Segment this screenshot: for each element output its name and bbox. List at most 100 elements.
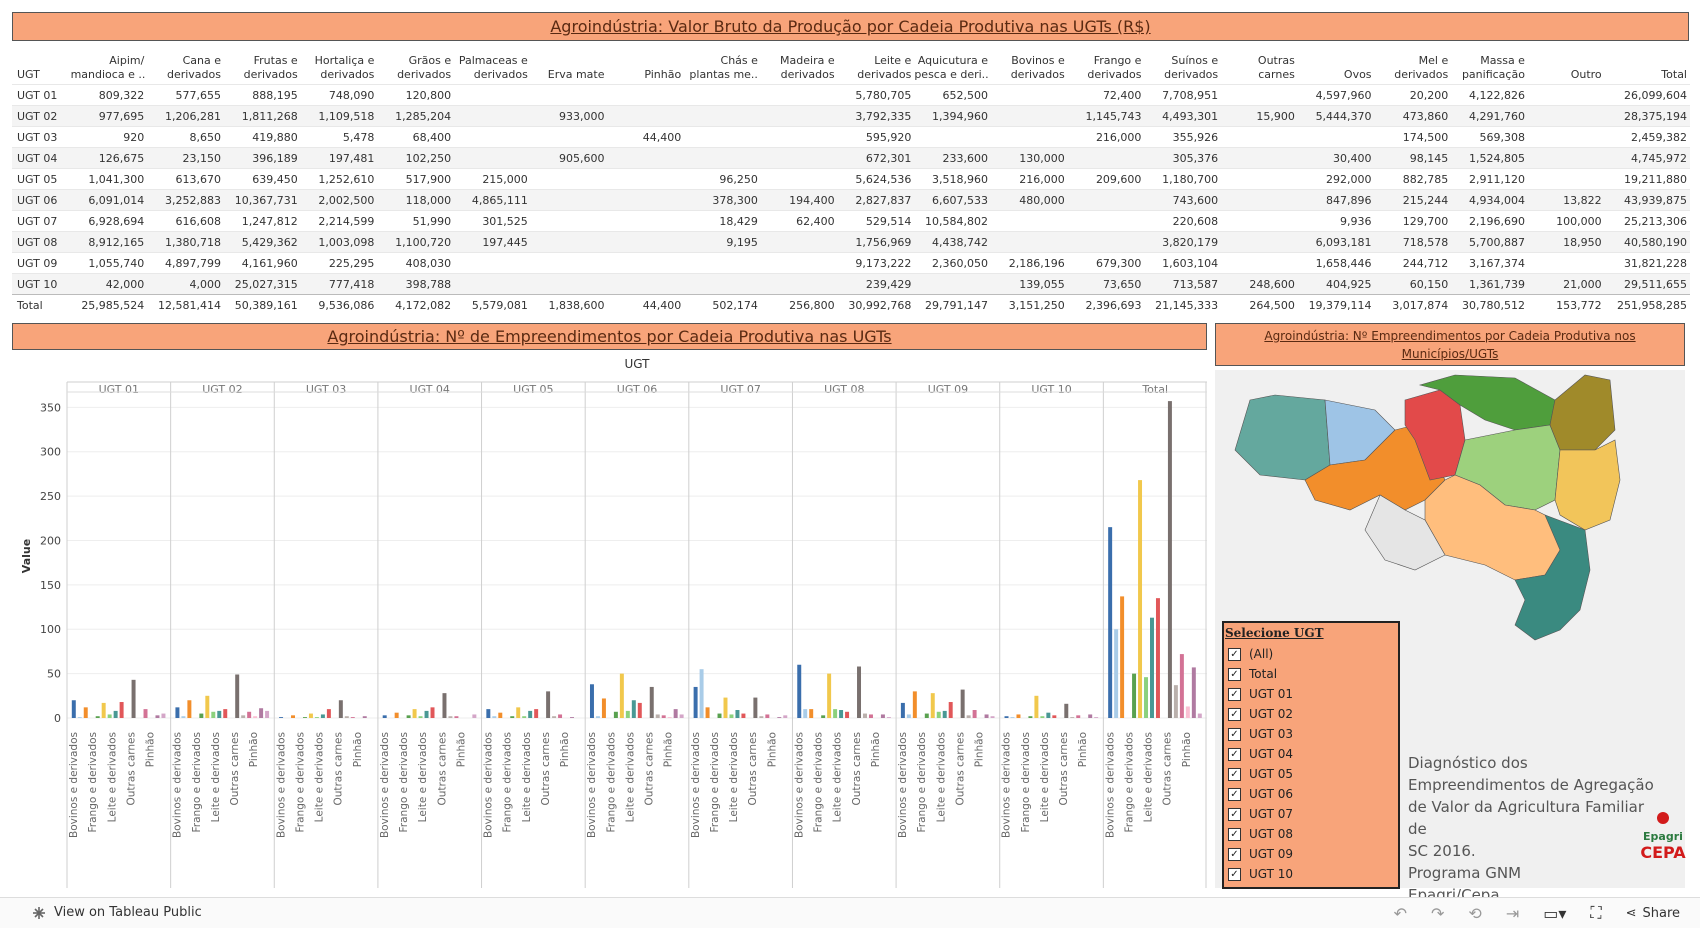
bar	[454, 716, 459, 718]
checkbox-checked-icon[interactable]: ✓	[1228, 767, 1241, 781]
table-cell: 244,712	[1374, 252, 1452, 274]
table-cell: 197,445	[454, 231, 531, 253]
bar	[492, 716, 497, 718]
bar	[558, 714, 563, 718]
bar	[424, 710, 429, 718]
table-cell: 8,650	[147, 126, 224, 148]
table-cell: 21,000	[1527, 273, 1605, 295]
bar	[589, 684, 594, 718]
x-tick-label: Bovinos e derivados	[1104, 732, 1116, 838]
column-header: Hortaliça e derivados	[301, 52, 378, 85]
checkbox-checked-icon[interactable]: ✓	[1228, 687, 1241, 701]
checkbox-checked-icon[interactable]: ✓	[1228, 847, 1241, 861]
table-cell: 4,597,960	[1297, 84, 1375, 106]
map-region-teal[interactable]	[1514, 514, 1591, 641]
bar	[1028, 716, 1033, 718]
table-cell: 4,000	[147, 273, 224, 295]
checkbox-checked-icon[interactable]: ✓	[1228, 667, 1241, 681]
bar	[1120, 596, 1125, 718]
bar	[83, 707, 88, 718]
column-header-line: Frutas e	[253, 54, 298, 67]
map-region-yellow[interactable]	[1554, 439, 1621, 531]
table-cell	[530, 252, 608, 274]
view-on-tableau-link[interactable]: View on Tableau Public	[32, 905, 202, 920]
filter-option[interactable]: ✓ UGT 04	[1224, 744, 1398, 764]
column-header: Cana e derivados	[147, 52, 224, 85]
filter-option[interactable]: ✓ UGT 02	[1224, 704, 1398, 724]
table-cell: 96,250	[684, 168, 761, 190]
bar	[1034, 695, 1039, 718]
bar	[753, 697, 758, 718]
checkbox-checked-icon[interactable]: ✓	[1228, 707, 1241, 721]
table-cell	[530, 231, 608, 253]
table-cell	[454, 84, 531, 106]
filter-option[interactable]: ✓ UGT 06	[1224, 784, 1398, 804]
map-region-olive[interactable]	[1549, 374, 1616, 451]
table-cell: 378,300	[684, 189, 761, 211]
x-tick-label: Pinhão	[663, 732, 675, 767]
y-tick-label: 150	[40, 579, 61, 592]
table-cell	[607, 231, 685, 253]
x-tick-label: Bovinos e derivados	[172, 732, 184, 838]
table-cell: 6,607,533	[914, 189, 992, 211]
x-tick-label: Outras carnes	[851, 732, 863, 806]
table-cell	[1067, 147, 1145, 169]
panel-label: UGT 10	[1031, 383, 1071, 396]
bar	[71, 700, 76, 718]
checkbox-checked-icon[interactable]: ✓	[1228, 807, 1241, 821]
checkbox-checked-icon[interactable]: ✓	[1228, 747, 1241, 761]
checkbox-checked-icon[interactable]: ✓	[1228, 867, 1241, 881]
redo-icon[interactable]: ↷	[1431, 903, 1445, 923]
device-icon[interactable]: ▭▾	[1543, 903, 1567, 923]
filter-option[interactable]: ✓ UGT 03	[1224, 724, 1398, 744]
checkbox-checked-icon[interactable]: ✓	[1228, 827, 1241, 841]
bar	[699, 669, 704, 718]
checkbox-checked-icon[interactable]: ✓	[1228, 647, 1241, 661]
filter-option[interactable]: ✓ UGT 05	[1224, 764, 1398, 784]
share-button[interactable]: ⋖ Share	[1626, 906, 1680, 921]
revert-icon[interactable]: ⟲	[1468, 903, 1482, 923]
x-tick-label: Leite e derivados	[521, 732, 533, 822]
note-line: de Valor da Agricultura Familiar de	[1408, 798, 1645, 838]
bar	[247, 711, 252, 718]
forward-icon[interactable]: ⇥	[1505, 903, 1520, 923]
filter-option[interactable]: ✓ UGT 01	[1224, 684, 1398, 704]
bar	[113, 710, 118, 718]
filter-option-label: UGT 06	[1249, 787, 1294, 801]
filter-option[interactable]: ✓ (All)	[1224, 644, 1398, 664]
bar	[486, 709, 491, 718]
bar	[601, 698, 606, 718]
filter-option[interactable]: ✓ Total	[1224, 664, 1398, 684]
checkbox-checked-icon[interactable]: ✓	[1228, 787, 1241, 801]
x-tick-label: Outras carnes	[540, 732, 552, 806]
ugt-filter[interactable]: Selecione UGT ✓ (All) ✓ Total ✓ UGT 01 ✓ UGT 02…	[1222, 621, 1400, 889]
column-header-line: Palmaceas e	[458, 54, 528, 67]
undo-icon[interactable]: ↶	[1393, 903, 1407, 923]
row-label: UGT 05	[12, 168, 71, 190]
fullscreen-icon[interactable]: ⛶	[1590, 903, 1602, 922]
table-cell: 215,000	[454, 168, 531, 190]
source-note: Diagnóstico dos Empreendimentos de Agreg…	[1408, 752, 1658, 906]
column-header: UGT	[12, 52, 71, 85]
bar	[187, 700, 192, 718]
map-region-west[interactable]	[1234, 394, 1331, 481]
bar	[314, 717, 319, 718]
filter-option[interactable]: ✓ UGT 07	[1224, 804, 1398, 824]
checkbox-checked-icon[interactable]: ✓	[1228, 727, 1241, 741]
share-label: Share	[1642, 905, 1680, 921]
filter-option[interactable]: ✓ UGT 08	[1224, 824, 1398, 844]
filter-option[interactable]: ✓ UGT 09	[1224, 844, 1398, 864]
map-region-blank[interactable]	[1364, 494, 1446, 571]
table-cell: 1,055,740	[70, 252, 148, 274]
y-tick-label: 300	[40, 446, 61, 459]
x-tick-label: Leite e derivados	[106, 732, 118, 822]
table-row: UGT 01 809,322 577,655 888,195 748,090 120,80…	[12, 84, 1690, 106]
filter-option[interactable]: ✓ UGT 10	[1224, 864, 1398, 884]
table-row: UGT 04 126,675 23,150 396,189 197,481 102,250…	[12, 147, 1690, 169]
table-cell: 98,145	[1374, 147, 1452, 169]
table-cell	[914, 126, 992, 148]
table-cell: 60,150	[1374, 273, 1452, 295]
table-cell: 43,939,875	[1604, 189, 1690, 211]
table-cell	[1527, 147, 1605, 169]
table-cell	[530, 189, 608, 211]
